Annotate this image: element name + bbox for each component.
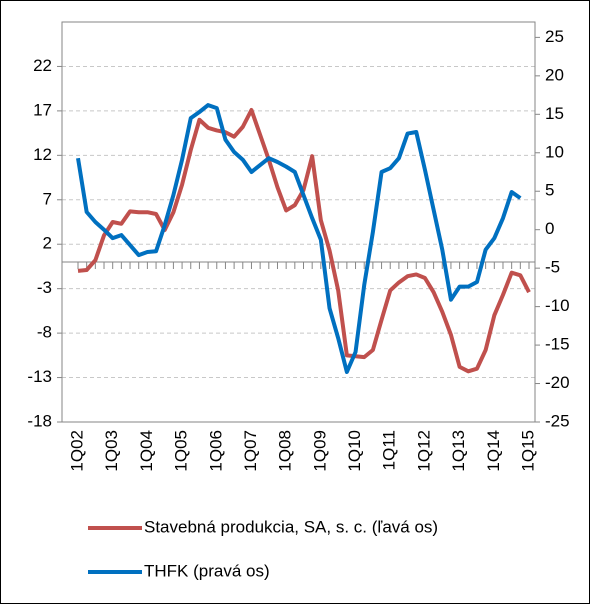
y-tick-label: -18 <box>27 411 52 430</box>
y-tick-label: 22 <box>33 56 52 75</box>
y-tick-label: 7 <box>43 189 52 208</box>
series-line <box>76 103 522 374</box>
y2-tick-label: -20 <box>545 373 570 392</box>
x-tick-label: 1Q05 <box>172 430 191 472</box>
y2-tick-label: 0 <box>545 219 554 238</box>
x-tick-label: 1Q03 <box>102 430 121 472</box>
y2-tick-label: 25 <box>545 27 564 46</box>
y-tick-label: 2 <box>43 234 52 253</box>
x-tick-label: 1Q11 <box>380 430 399 470</box>
y2-tick-label: 15 <box>545 104 564 123</box>
plot-area <box>61 21 536 423</box>
x-tick-label: 1Q07 <box>241 430 260 472</box>
y2-tick-label: 20 <box>545 65 564 84</box>
y-tick-label: -13 <box>27 367 52 386</box>
y2-tick-label: -25 <box>545 411 570 430</box>
y2-tick-label: -5 <box>545 258 560 277</box>
y2-tick-label: 5 <box>545 181 554 200</box>
legend-label: THFK (pravá os) <box>144 561 270 580</box>
y-tick-label: 12 <box>33 145 52 164</box>
y2-tick-label: 10 <box>545 142 564 161</box>
x-tick-label: 1Q02 <box>67 430 86 472</box>
x-tick-label: 1Q06 <box>206 430 225 472</box>
y-tick-label: -8 <box>37 323 52 342</box>
y2-tick-label: -15 <box>545 335 570 354</box>
y-tick-label: 17 <box>33 100 52 119</box>
x-tick-label: 1Q04 <box>137 430 156 472</box>
x-tick-label: 1Q10 <box>345 430 364 472</box>
x-tick-label: 1Q13 <box>449 430 468 472</box>
x-tick-label: 1Q12 <box>414 430 433 472</box>
x-tick-label: 1Q08 <box>276 430 295 472</box>
legend-label: Stavebná produkcia, SA, s. c. (ľavá os) <box>144 517 438 536</box>
y-tick-label: -3 <box>37 278 52 297</box>
x-tick-label: 1Q09 <box>310 430 329 472</box>
x-tick-label: 1Q14 <box>484 430 503 472</box>
x-tick-label: 1Q15 <box>518 430 537 472</box>
y2-tick-label: -10 <box>545 296 570 315</box>
